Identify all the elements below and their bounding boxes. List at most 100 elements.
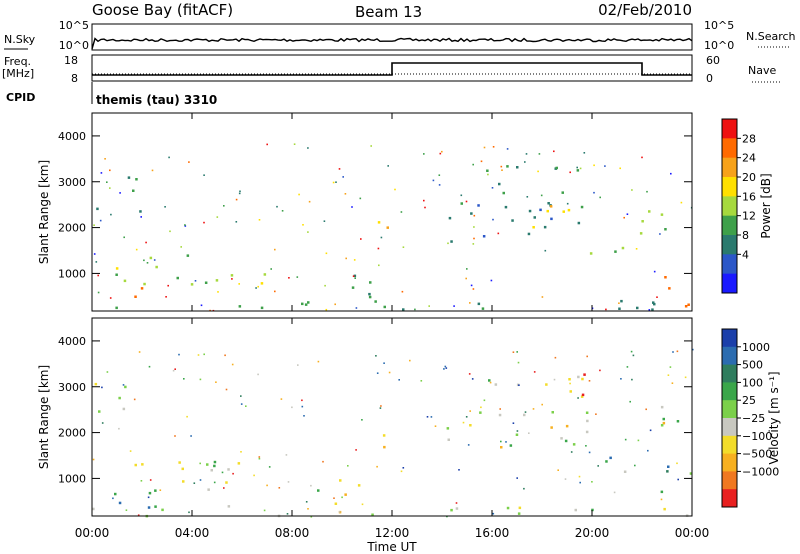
- heatmap-cell: [448, 216, 452, 220]
- heatmap-cell: [134, 295, 137, 298]
- x-tick-label: 00:00: [675, 526, 710, 540]
- heatmap-cell: [235, 198, 238, 201]
- heatmap-cell: [118, 501, 122, 505]
- heatmap-cell: [524, 161, 526, 163]
- heatmap-cell: [376, 372, 379, 374]
- beam-title: Beam 13: [355, 3, 422, 21]
- heatmap-cell: [453, 305, 455, 307]
- heatmap-cell: [139, 210, 142, 213]
- heatmap-cell: [666, 470, 669, 473]
- heatmap-cell: [634, 464, 636, 467]
- heatmap-cell: [585, 445, 587, 447]
- heatmap-cell: [545, 383, 548, 386]
- heatmap-cell: [199, 378, 202, 381]
- heatmap-cell: [118, 427, 120, 430]
- heatmap-cell: [298, 193, 300, 196]
- heatmap-cell: [423, 153, 425, 155]
- heatmap-cell: [518, 506, 522, 510]
- heatmap-cell: [626, 213, 629, 215]
- heatmap-cell: [344, 493, 347, 496]
- heatmap-cell: [274, 248, 276, 251]
- heatmap-cell: [479, 411, 482, 414]
- heatmap-cell: [589, 252, 593, 255]
- heatmap-cell: [488, 379, 491, 382]
- heatmap-cell: [605, 460, 608, 463]
- heatmap-cell: [595, 413, 597, 415]
- heatmap-cell: [394, 188, 396, 191]
- heatmap-cell: [223, 487, 225, 489]
- heatmap-cell: [623, 470, 627, 473]
- heatmap-cell: [360, 238, 362, 240]
- heatmap-cell: [572, 443, 576, 446]
- heatmap-cell: [684, 376, 687, 379]
- station-title: Goose Bay (fitACF): [92, 1, 233, 19]
- heatmap-cell: [213, 481, 216, 484]
- heatmap-cell: [487, 173, 489, 176]
- nsearch-tick-bottom: 10^0: [704, 39, 734, 52]
- heatmap-cell: [334, 303, 336, 306]
- heatmap-cell: [123, 279, 127, 283]
- colorbar-swatch: [722, 119, 737, 139]
- heatmap-cell: [376, 465, 378, 468]
- heatmap-cell: [671, 382, 674, 384]
- heatmap-cell: [670, 172, 672, 175]
- heatmap-cell: [369, 281, 372, 284]
- heatmap-cell: [491, 187, 494, 189]
- heatmap-cell: [680, 201, 683, 204]
- heatmap-cell: [470, 212, 473, 215]
- heatmap-cell: [375, 355, 377, 357]
- heatmap-cell: [230, 274, 234, 277]
- heatmap-cell: [338, 168, 341, 170]
- heatmap-cell: [383, 305, 386, 309]
- heatmap-cell: [301, 405, 304, 408]
- velocity-heatmap: [92, 348, 694, 518]
- heatmap-cell: [541, 296, 544, 298]
- heatmap-cell: [555, 166, 558, 170]
- y-tick-label: 1000: [58, 472, 86, 485]
- heatmap-cell: [578, 475, 581, 478]
- heatmap-cell: [469, 410, 471, 412]
- x-tick-label: 12:00: [375, 526, 410, 540]
- heatmap-cell: [122, 407, 126, 411]
- heatmap-cell: [308, 200, 311, 203]
- heatmap-cell: [664, 228, 667, 231]
- heatmap-cell: [580, 205, 584, 209]
- heatmap-cell: [118, 396, 121, 400]
- heatmap-cell: [620, 299, 623, 303]
- heatmap-cell: [344, 193, 347, 195]
- heatmap-cell: [499, 408, 501, 410]
- heatmap-cell: [460, 202, 463, 205]
- heatmap-cell: [663, 507, 666, 511]
- heatmap-cell: [660, 490, 664, 494]
- heatmap-cell: [609, 456, 612, 460]
- heatmap-cell: [629, 400, 631, 403]
- heatmap-cell: [296, 276, 299, 278]
- heatmap-cell: [145, 241, 147, 244]
- heatmap-cell: [287, 481, 290, 483]
- heatmap-cell: [253, 474, 255, 477]
- heatmap-cell: [618, 307, 621, 310]
- heatmap-cell: [445, 367, 448, 369]
- heatmap-cell: [646, 190, 648, 193]
- heatmap-cell: [472, 163, 474, 166]
- heatmap-cell: [620, 378, 622, 380]
- heatmap-cell: [353, 274, 357, 278]
- heatmap-cell: [194, 280, 197, 282]
- heatmap-cell: [565, 424, 569, 428]
- heatmap-cell: [486, 169, 489, 172]
- heatmap-cell: [297, 364, 299, 366]
- heatmap-cell: [676, 462, 678, 465]
- heatmap-cell: [637, 439, 640, 442]
- heatmap-cell: [190, 435, 192, 437]
- heatmap-cell: [676, 420, 680, 423]
- heatmap-cell: [155, 265, 158, 269]
- heatmap-cell: [528, 209, 532, 213]
- velocity-colorbar-frame: [721, 328, 738, 508]
- colorbar-tick-label: −500: [742, 448, 772, 461]
- heatmap-cell: [371, 513, 374, 516]
- velocity-colorbar: 1000 500 100 25 −25 −100 −500 −1000: [722, 329, 779, 508]
- heatmap-cell: [104, 158, 106, 160]
- heatmap-cell: [647, 449, 649, 452]
- heatmap-cell: [216, 216, 219, 218]
- heatmap-cell: [402, 467, 405, 469]
